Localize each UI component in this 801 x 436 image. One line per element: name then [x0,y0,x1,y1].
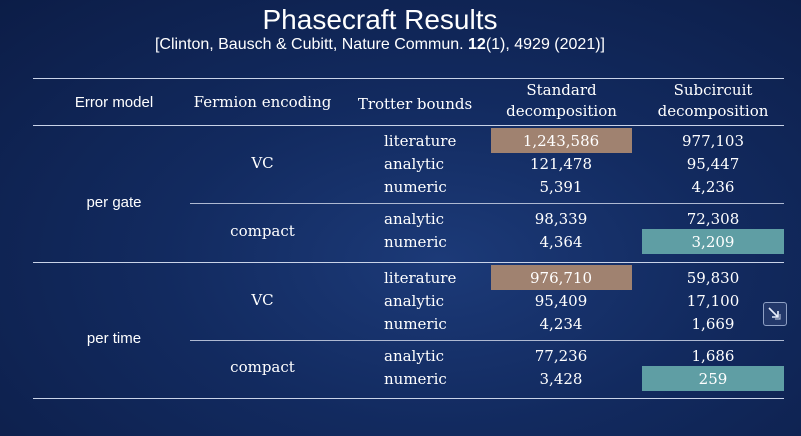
shrink-arrow-icon[interactable] [763,302,787,326]
highlight-std-time-literature [491,265,632,290]
subcircuit-value: 59,830 [686,269,740,287]
standard-value: 4,364 [539,233,583,251]
standard-value: 98,339 [534,210,588,228]
trotter-bound: numeric [384,233,447,251]
table-header-rule [33,125,784,126]
encoding-compact-time: compact [230,358,295,376]
standard-value: 4,234 [539,315,583,333]
table-top-rule [33,78,784,79]
subcircuit-value: 1,686 [691,347,735,365]
subcircuit-value: 259 [698,370,728,388]
subcircuit-value: 1,669 [691,315,735,333]
shrink-arrow-glyph [768,307,781,320]
citation-post: (1), 4929 (2021)] [485,36,605,53]
trotter-bound: analytic [384,292,445,310]
header-subcircuit-line2: decomposition [657,102,769,120]
trotter-bound: analytic [384,210,445,228]
header-standard-line2: decomposition [506,102,617,120]
encoding-vc-time: VC [251,291,274,309]
header-subcircuit: Subcircuit decomposition [642,80,784,122]
trotter-bound: analytic [384,347,445,365]
subcircuit-value: 72,308 [686,210,740,228]
standard-value: 1,243,586 [522,132,600,150]
standard-value: 95,409 [534,292,588,310]
per-gate-divider [190,203,784,204]
table-bottom-rule [33,398,784,399]
header-standard-line1: Standard [526,81,597,99]
header-trotter-bounds: Trotter bounds [357,95,473,113]
standard-value: 121,478 [529,155,593,173]
group-per-gate: per gate [86,194,142,211]
highlight-std-gate-literature [491,128,632,153]
subcircuit-value: 3,209 [691,233,735,251]
subcircuit-value: 977,103 [681,132,745,150]
trotter-bound: literature [384,132,457,150]
citation-volume: 12 [468,36,486,53]
group-per-time: per time [86,330,142,347]
subcircuit-value: 95,447 [686,155,740,173]
highlight-sub-gate-compact-numeric [642,229,784,254]
subcircuit-value: 17,100 [686,292,740,310]
trotter-bound: numeric [384,370,447,388]
header-standard: Standard decomposition [491,80,632,122]
standard-value: 77,236 [534,347,588,365]
encoding-compact-gate: compact [230,222,295,240]
subcircuit-value: 4,236 [691,178,735,196]
page-title: Phasecraft Results [262,4,498,35]
highlight-sub-time-compact-numeric [642,366,784,391]
header-subcircuit-line1: Subcircuit [673,81,753,99]
citation: [Clinton, Bausch & Cubitt, Nature Commun… [0,36,760,54]
standard-value: 5,391 [539,178,583,196]
trotter-bound: literature [384,269,457,287]
trotter-bound: numeric [384,315,447,333]
standard-value: 3,428 [539,370,583,388]
trotter-bound: analytic [384,155,445,173]
header-error-model: Error model [74,94,154,111]
standard-value: 976,710 [529,269,593,287]
per-time-divider [190,340,784,341]
trotter-bound: numeric [384,178,447,196]
header-fermion-encoding: Fermion encoding [193,93,332,111]
table-section-rule [33,262,784,263]
citation-pre: [Clinton, Bausch & Cubitt, Nature Commun… [154,36,469,53]
encoding-vc-gate: VC [251,154,274,172]
